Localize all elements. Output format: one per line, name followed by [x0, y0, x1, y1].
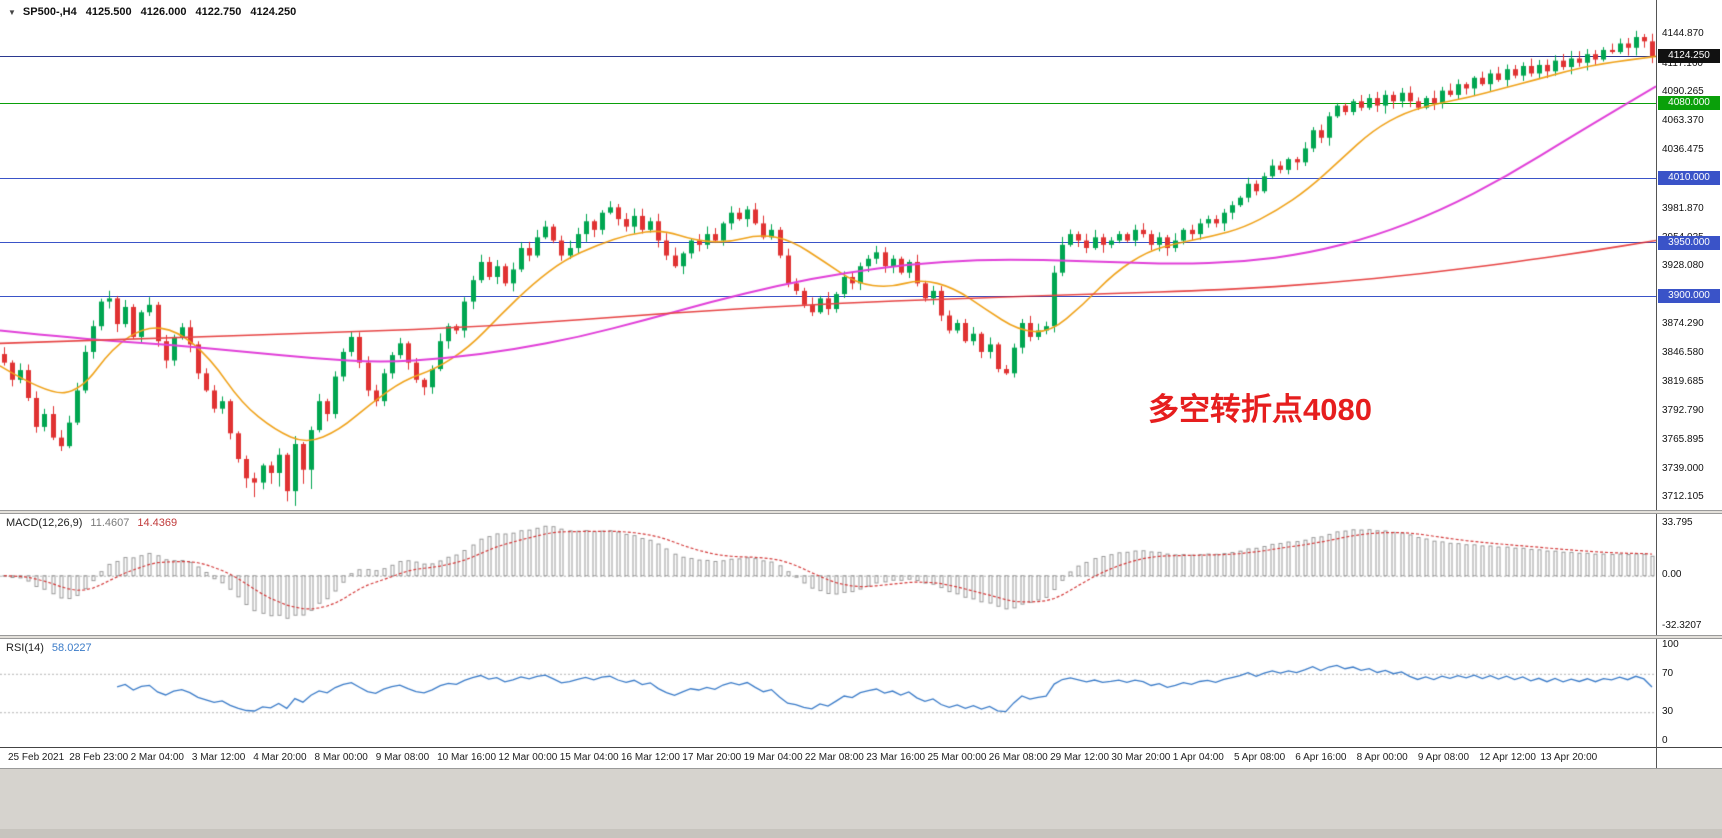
y-axis-label: 4036.475	[1662, 144, 1704, 156]
time-axis-label: 12 Apr 12:00	[1479, 752, 1536, 763]
time-axis-label: 23 Mar 16:00	[866, 752, 926, 763]
level-3950-tag: 3950.000	[1658, 235, 1720, 250]
time-axis-label: 28 Feb 23:00	[69, 752, 129, 763]
time-axis-label: 3 Mar 12:00	[191, 752, 246, 763]
ohlc-low: 4122.750	[195, 6, 242, 18]
rsi-value: 58.0227	[51, 642, 92, 654]
time-axis-label: 29 Mar 12:00	[1050, 752, 1110, 763]
macd-indicator-label: MACD(12,26,9)	[6, 517, 83, 529]
time-axis-label: 22 Mar 08:00	[804, 752, 864, 763]
ohlc-open: 4125.500	[85, 6, 132, 18]
ohlc-high: 4126.000	[140, 6, 187, 18]
time-axis-label: 17 Mar 20:00	[682, 752, 742, 763]
macd-canvas[interactable]	[0, 514, 1656, 635]
time-axis-label: 5 Apr 08:00	[1234, 752, 1286, 763]
time-axis[interactable]: 25 Feb 2021 28 Feb 23:00 2 Mar 04:00 3 Mar …	[0, 747, 1722, 768]
y-axis-label: 4090.265	[1662, 86, 1704, 98]
macd-axis-zero: 0.00	[1662, 569, 1682, 580]
y-axis-label: 3846.580	[1662, 347, 1704, 359]
time-axis-label: 8 Mar 00:00	[314, 752, 368, 763]
time-axis-label: 30 Mar 20:00	[1111, 752, 1171, 763]
symbol-period-label: SP500-,H4	[22, 6, 77, 18]
y-axis-label: 3819.685	[1662, 376, 1704, 388]
ohlc-close: 4124.250	[250, 6, 297, 18]
time-axis-label: 15 Mar 04:00	[559, 752, 619, 763]
macd-value-signal: 14.4369	[137, 517, 178, 529]
macd-panel: MACD(12,26,9) 11.4607 14.4369 33.795 0.0…	[0, 514, 1722, 635]
bottom-strip-edge	[0, 829, 1722, 838]
macd-axis-min: -32.3207	[1662, 620, 1702, 631]
bottom-strip	[0, 768, 1722, 838]
rsi-title: RSI(14) 58.0227	[6, 642, 92, 654]
rsi-axis-0: 0	[1662, 735, 1668, 746]
y-axis-label: 3874.290	[1662, 317, 1704, 329]
macd-axis-max: 33.795	[1662, 517, 1693, 528]
panel-splitter-2[interactable]	[0, 635, 1722, 639]
y-axis-label: 3765.895	[1662, 433, 1704, 445]
time-axis-label: 12 Mar 00:00	[498, 752, 558, 763]
level-3900-tag: 3900.000	[1658, 289, 1720, 304]
macd-value-main: 11.4607	[90, 517, 130, 529]
time-axis-label: 25 Feb 2021	[8, 752, 65, 763]
time-axis-label: 26 Mar 08:00	[988, 752, 1048, 763]
symbol-info: ▼ SP500-,H4 4125.500 4126.000 4122.750 4…	[8, 6, 296, 18]
y-axis-label: 3928.080	[1662, 260, 1704, 272]
time-axis-label: 1 Apr 04:00	[1172, 752, 1224, 763]
rsi-axis-70: 70	[1662, 668, 1674, 679]
current-price-line-tag: 4124.250	[1658, 49, 1720, 64]
time-axis-label: 9 Apr 08:00	[1417, 752, 1470, 763]
rsi-canvas[interactable]	[0, 639, 1656, 747]
price-chart-canvas[interactable]	[0, 0, 1656, 510]
y-axis-label: 4144.870	[1662, 27, 1704, 39]
price-axis-divider	[1656, 0, 1657, 768]
chart-collapse-icon[interactable]: ▼	[8, 7, 16, 17]
y-axis-label: 4117.160	[1662, 57, 1703, 69]
time-axis-label: 2 Mar 04:00	[130, 752, 184, 763]
time-axis-label: 13 Apr 20:00	[1540, 752, 1598, 763]
y-axis-label: 3712.105	[1662, 491, 1704, 503]
main-chart-panel: ▼ SP500-,H4 4125.500 4126.000 4122.750 4…	[0, 0, 1722, 510]
macd-title: MACD(12,26,9) 11.4607 14.4369	[6, 517, 177, 529]
time-axis-label: 4 Mar 20:00	[253, 752, 307, 763]
rsi-indicator-label: RSI(14)	[6, 642, 44, 654]
time-axis-label: 6 Apr 16:00	[1295, 752, 1347, 763]
y-axis-label: 4063.370	[1662, 115, 1704, 127]
rsi-axis-30: 30	[1662, 706, 1674, 717]
level-4010-tag: 4010.000	[1658, 171, 1720, 186]
y-axis-label: 3981.870	[1662, 202, 1704, 214]
time-axis-label: 16 Mar 12:00	[621, 752, 680, 763]
level-4080-tag: 4080.000	[1658, 96, 1720, 111]
y-axis-label: 3792.790	[1662, 405, 1704, 417]
time-axis-label: 8 Apr 00:00	[1356, 752, 1408, 763]
time-axis-label: 19 Mar 04:00	[743, 752, 803, 763]
time-axis-label: 25 Mar 00:00	[927, 752, 987, 763]
panel-splitter-1[interactable]	[0, 510, 1722, 514]
rsi-axis-100: 100	[1662, 639, 1679, 650]
rsi-panel: RSI(14) 58.0227 100 70 30 0	[0, 639, 1722, 747]
chart-annotation[interactable]: 多空转折点4080	[1148, 392, 1372, 427]
time-axis-label: 10 Mar 16:00	[437, 752, 497, 763]
time-axis-label: 9 Mar 08:00	[375, 752, 430, 763]
y-axis-label: 3739.000	[1662, 462, 1704, 474]
